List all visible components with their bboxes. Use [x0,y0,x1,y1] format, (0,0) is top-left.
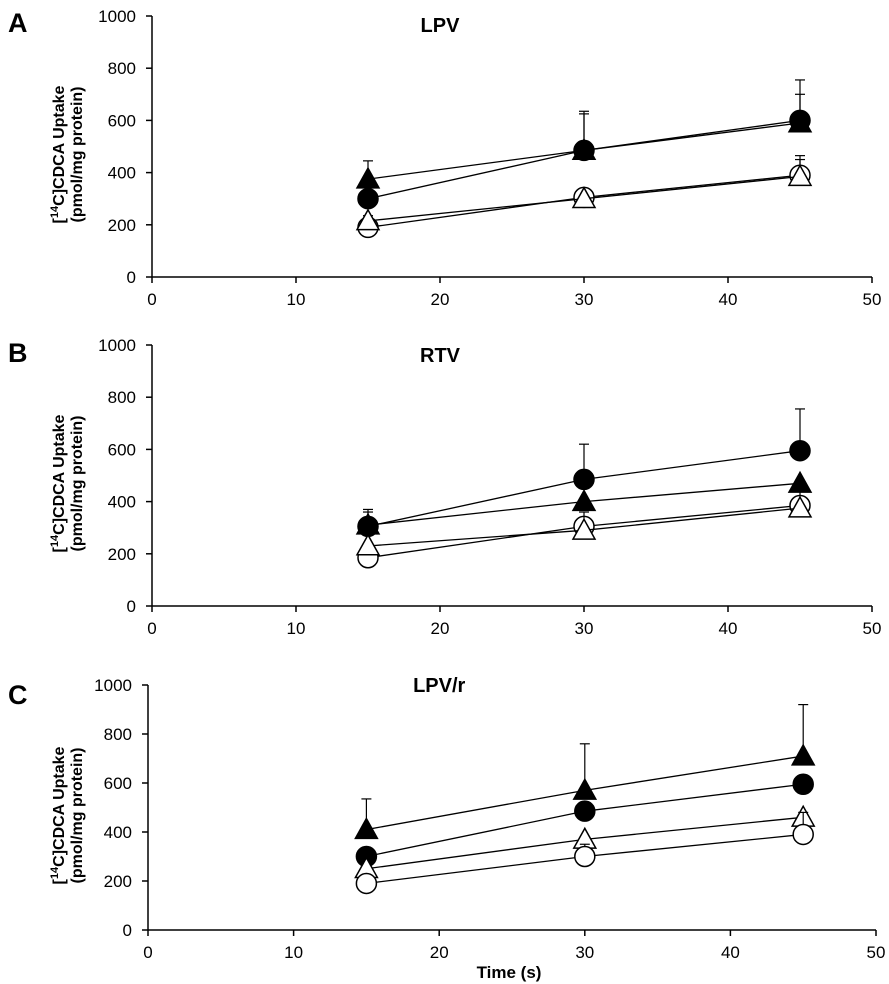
chart-title: LPV [421,15,461,37]
x-tick-label: 30 [575,619,594,638]
y-axis-label: [14C]CDCA Uptake(pmol/mg protein) [49,414,86,552]
x-tick-label: 0 [147,290,156,309]
data-point [574,845,596,868]
data-point [573,468,595,491]
y-tick-label: 800 [108,388,136,407]
x-tick-label: 20 [431,619,450,638]
y-tick-label: 1000 [98,7,136,26]
x-tick-label: 40 [719,290,738,309]
y-tick-label: 400 [108,164,136,183]
x-axis-label: Time (s) [477,963,542,982]
y-tick-label: 200 [108,216,136,235]
series-open-circle [355,811,814,895]
y-tick-label: 0 [127,268,136,287]
y-tick-label: 400 [108,493,136,512]
data-point [354,817,379,840]
chart-title: RTV [420,345,461,367]
x-tick-label: 50 [867,943,886,962]
series-open-triangle [355,486,813,556]
x-tick-label: 20 [431,290,450,309]
data-point [790,743,816,766]
x-tick-label: 50 [863,619,882,638]
x-tick-label: 30 [575,943,594,962]
chart-panel-c: C LPV/r 0 200 400 600 800 1000 0 10 20 30 40 50 [14C]C… [8,675,885,962]
data-point [571,137,597,160]
x-tick-label: 10 [287,619,306,638]
series-filled-circle [355,773,814,868]
data-point [571,186,597,209]
panel-letter: C [8,680,28,710]
chart-panel-b: B RTV 0 200 400 600 800 1000 0 10 20 30 40 50 [14C]CDC… [8,336,881,638]
data-point [355,208,381,231]
y-tick-label: 0 [123,921,132,940]
series-filled-triangle [354,703,816,840]
y-axis-label: [14C]CDCA Uptake(pmol/mg protein) [49,85,86,223]
x-tick-label: 40 [719,619,738,638]
data-point [792,773,814,795]
x-tick-label: 40 [721,943,740,962]
data-point [787,495,813,518]
y-tick-label: 1000 [94,676,132,695]
series-open-triangle [354,804,816,879]
x-tick-label: 10 [284,943,303,962]
y-tick-label: 800 [108,59,136,78]
x-tick-label: 20 [430,943,449,962]
x-tick-label: 30 [575,290,594,309]
y-tick-label: 200 [104,872,132,891]
chart-panel-a: A LPV 0 200 400 600 800 1000 0 10 20 30 40 50 [14C]CDC… [8,7,881,309]
y-tick-label: 0 [127,597,136,616]
x-tick-label: 10 [287,290,306,309]
data-point [574,800,596,822]
data-point [357,187,379,210]
x-tick-label: 0 [147,619,156,638]
data-point [571,517,597,540]
data-point [355,166,381,189]
y-tick-label: 600 [108,111,136,130]
y-tick-label: 600 [104,774,132,793]
series-filled-triangle [355,93,813,189]
data-point [572,777,598,800]
data-point [571,489,597,512]
series-open-triangle [355,155,813,231]
y-tick-label: 800 [104,725,132,744]
data-point [787,110,813,133]
data-point [355,872,378,895]
panel-letter: B [8,338,28,368]
y-tick-label: 400 [104,823,132,842]
y-tick-label: 200 [108,545,136,564]
y-tick-label: 1000 [98,336,136,355]
x-tick-label: 0 [143,943,152,962]
chart-title: LPV/r [413,675,465,697]
y-tick-label: 600 [108,440,136,459]
panel-letter: A [8,8,28,38]
data-point [355,533,381,556]
data-point [789,439,811,462]
x-tick-label: 50 [863,290,882,309]
y-axis-label: [14C]CDCA Uptake(pmol/mg protein) [49,746,86,884]
data-point [792,823,814,846]
series-filled-triangle [355,470,813,535]
data-point [787,163,813,187]
